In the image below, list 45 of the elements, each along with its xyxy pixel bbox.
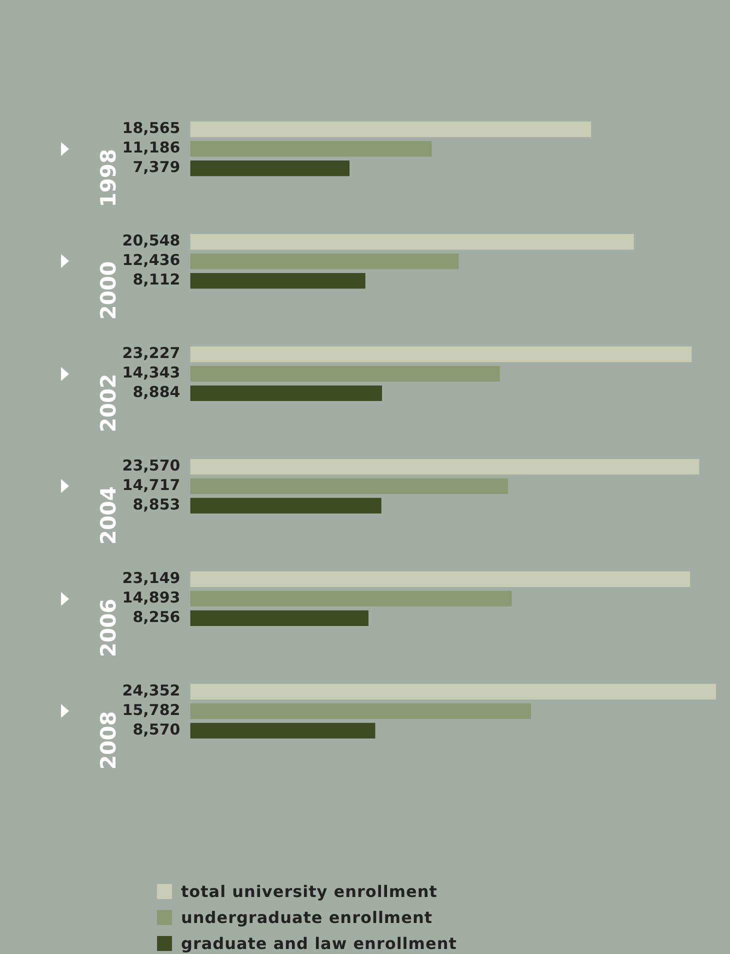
data-label: 8,884 [132, 383, 180, 402]
bar [190, 722, 376, 738]
bar [190, 703, 531, 719]
data-label: 15,782 [122, 701, 180, 720]
bar [190, 571, 690, 588]
data-label: 14,717 [122, 476, 180, 494]
bar [190, 141, 432, 157]
bar [190, 610, 368, 626]
legend-label: undergraduate enrollment [181, 908, 432, 926]
data-label: 14,343 [122, 364, 180, 382]
y-tick-label: 2000 [96, 261, 121, 320]
bar [190, 254, 459, 270]
data-label: 7,379 [132, 158, 180, 176]
bar [190, 385, 382, 402]
data-label: 8,570 [132, 720, 180, 739]
legend-label: graduate and law enrollment [181, 934, 457, 952]
y-tick-label: 1998 [96, 148, 121, 208]
y-tick-label: 2008 [96, 711, 121, 770]
data-label: 20,548 [122, 232, 180, 250]
bar [190, 458, 700, 475]
data-label: 8,853 [132, 496, 180, 514]
y-tick-label: 2002 [96, 374, 121, 432]
bar [190, 234, 634, 250]
bar [190, 478, 508, 494]
data-label: 24,352 [122, 682, 180, 700]
bar [190, 160, 350, 176]
data-label: 14,893 [122, 588, 180, 607]
data-label: 18,565 [122, 119, 180, 138]
bar [190, 122, 592, 138]
data-label: 11,186 [122, 138, 180, 157]
bar [190, 272, 366, 289]
data-label: 23,149 [122, 569, 180, 588]
bar [190, 366, 500, 382]
bar [190, 684, 716, 700]
data-label: 8,112 [132, 270, 180, 289]
legend-label: total university enrollment [181, 882, 438, 900]
data-label: 23,570 [122, 456, 180, 475]
bar [190, 498, 382, 514]
bar [190, 346, 692, 362]
y-tick-label: 2006 [96, 598, 121, 658]
data-label: 8,256 [132, 608, 180, 626]
data-label: 23,227 [122, 344, 180, 362]
y-tick-label: 2004 [96, 486, 121, 545]
bar [190, 590, 512, 606]
data-label: 12,436 [122, 251, 180, 270]
